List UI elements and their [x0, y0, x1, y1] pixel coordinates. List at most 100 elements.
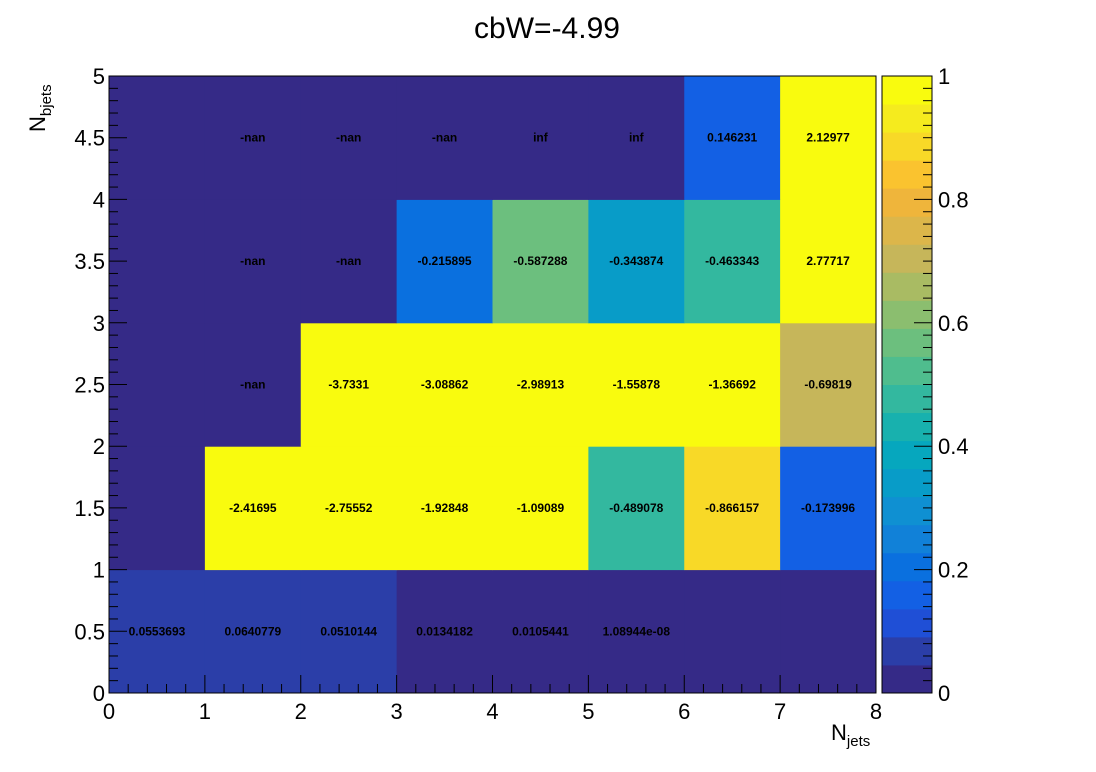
heatmap-cell	[300, 322, 398, 447]
heatmap-cell	[684, 569, 781, 694]
color-scale-ticks: 0 0.2 0.4 0.6 0.8 1	[914, 64, 969, 706]
color-scale-segment	[882, 300, 932, 329]
y-tick-labels: 0 0.5 1 1.5 2 2.5 3 3.5 4 4.5 5	[74, 64, 105, 706]
cell-value-label: -nan	[336, 254, 361, 268]
cell-value-label: -0.866157	[705, 501, 759, 515]
color-scale-segment	[882, 76, 932, 105]
x-tick-label: 4	[486, 699, 498, 724]
color-scale-segment	[882, 608, 932, 638]
heatmap-cell	[300, 76, 398, 200]
y-tick-label: 0	[93, 681, 105, 706]
color-scale-segment	[882, 664, 932, 694]
heatmap-cell	[588, 569, 685, 694]
x-tick-label: 2	[295, 699, 307, 724]
y-tick-label: 1	[93, 558, 105, 583]
heatmap-cell	[492, 322, 589, 447]
cell-value-label: -3.7331	[328, 378, 369, 392]
y-axis-label-sub: bjets	[38, 84, 55, 116]
cell-value-label: 0.0105441	[512, 624, 569, 638]
heatmap-cell	[780, 76, 877, 200]
cell-value-label: 0.0640779	[224, 624, 281, 638]
cell-value-label: -0.215895	[418, 254, 472, 268]
color-scale-segment	[882, 412, 932, 442]
heatmap-cell	[588, 446, 685, 571]
cell-value-label: 0.146231	[707, 131, 757, 145]
heatmap-cell	[300, 446, 398, 571]
cell-value-label: 0.0134182	[416, 624, 473, 638]
heatmap-cell	[396, 322, 493, 447]
cell-value-label: 2.12977	[806, 131, 850, 145]
x-axis-label-main: N	[831, 720, 847, 745]
cell-value-label: -0.489078	[609, 501, 663, 515]
x-axis-label: Njets	[831, 720, 870, 750]
color-scale-segment	[882, 356, 932, 385]
heatmap-cell	[684, 446, 781, 571]
color-scale-segment	[882, 524, 932, 554]
color-scale-segment	[882, 636, 932, 666]
cell-value-label: 2.77717	[806, 254, 850, 268]
color-scale-segment	[882, 580, 932, 610]
y-tick-label: 0.5	[74, 619, 105, 644]
cell-value-label: -nan	[432, 131, 457, 145]
color-scale-tick-label: 0.2	[938, 558, 969, 583]
x-tick-label: 3	[391, 699, 403, 724]
color-scale-segment	[882, 328, 932, 357]
color-scale-segment	[882, 272, 932, 301]
cell-value-label: -0.69819	[804, 378, 852, 392]
cell-value-label: -0.463343	[705, 254, 759, 268]
cell-value-label: -1.92848	[421, 501, 469, 515]
x-tick-label: 0	[103, 699, 115, 724]
heatmap-cell	[588, 322, 685, 447]
y-tick-label: 3	[93, 311, 105, 336]
heatmap-cells	[109, 76, 877, 694]
cell-value-label: 0.0510144	[320, 624, 377, 638]
heatmap-cell	[204, 76, 302, 200]
y-tick-label: 2	[93, 434, 105, 459]
y-tick-label: 4	[93, 187, 105, 212]
cell-value-label: 1.08944e-08	[603, 624, 671, 638]
cell-value-label: -0.587288	[513, 254, 567, 268]
cell-value-label: inf	[629, 131, 645, 145]
color-scale-segment	[882, 104, 932, 133]
color-scale-tick-label: 1	[938, 64, 950, 89]
heatmap-cell	[396, 76, 493, 200]
chart-title: cbW=-4.99	[474, 12, 620, 45]
heatmap-cell	[492, 199, 589, 324]
cell-value-label: -2.75552	[325, 501, 373, 515]
cell-value-label: -nan	[240, 254, 265, 268]
cell-labels: 0.0553693 0.0640779 0.0510144 0.0134182 0.01…	[129, 131, 856, 639]
heatmap-cell	[204, 446, 302, 571]
heatmap-cell	[396, 199, 493, 324]
y-tick-label: 1.5	[74, 496, 105, 521]
color-scale-segment	[882, 384, 932, 414]
y-tick-label: 3.5	[74, 249, 105, 274]
color-scale-segment	[882, 188, 932, 217]
color-scale-tick-label: 0	[938, 681, 950, 706]
color-scale-tick-label: 0.8	[938, 187, 969, 212]
cell-value-label: -nan	[240, 131, 265, 145]
heatmap-cell	[492, 76, 589, 200]
color-scale-tick-label: 0.6	[938, 311, 969, 336]
y-tick-label: 2.5	[74, 373, 105, 398]
cell-value-label: inf	[533, 131, 549, 145]
heatmap-cell	[204, 199, 302, 324]
heatmap-cell	[780, 446, 877, 571]
y-tick-label: 4.5	[74, 126, 105, 151]
color-scale-segment	[882, 216, 932, 245]
axis-ticks	[108, 75, 877, 694]
color-scale-segment	[882, 132, 932, 161]
cell-value-label: -1.09089	[517, 501, 565, 515]
x-tick-label: 5	[582, 699, 594, 724]
y-tick-label: 5	[93, 64, 105, 89]
cell-value-label: -1.55878	[613, 378, 661, 392]
heatmap-cell	[588, 199, 685, 324]
heatmap-cell	[780, 569, 877, 694]
color-scale-segment	[882, 440, 932, 470]
cell-value-label: -3.08862	[421, 378, 469, 392]
x-tick-label: 1	[199, 699, 211, 724]
heatmap-cell	[396, 569, 493, 694]
cell-value-label: 0.0553693	[129, 624, 186, 638]
heatmap-cell	[684, 76, 781, 200]
x-axis-label-sub: jets	[846, 733, 870, 750]
color-scale-segment	[882, 496, 932, 526]
